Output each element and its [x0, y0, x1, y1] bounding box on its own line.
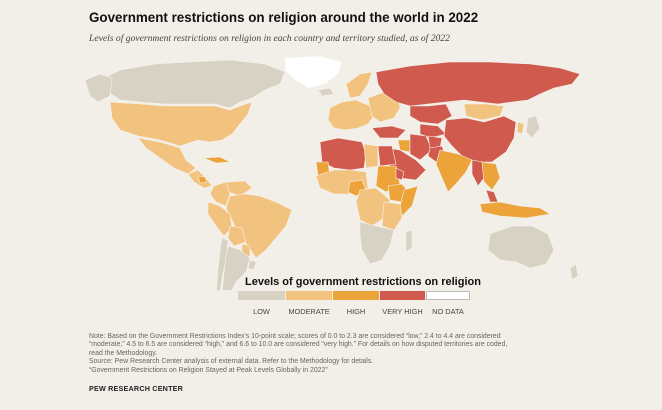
region-norway [345, 71, 373, 99]
region-east-africa [381, 201, 403, 231]
chart-title: Government restrictions on religion arou… [89, 10, 479, 25]
region-brazil [225, 193, 293, 259]
region-turkey [371, 125, 407, 139]
region-uruguay [247, 259, 257, 271]
region-southeast-asia [481, 161, 501, 191]
world-map [84, 55, 581, 290]
legend-label-moderate: MODERATE [288, 307, 330, 316]
source-line: Source: Pew Research Center analysis of … [89, 358, 374, 366]
region-southern-africa [359, 221, 395, 265]
legend-swatch-no-data [426, 291, 470, 300]
region-madagascar [405, 229, 413, 253]
legend-swatch-low [238, 291, 285, 300]
region-somalia [399, 185, 419, 217]
region-china [443, 115, 517, 163]
footnote-line: “moderate,” 4.5 to 6.5 are considered “h… [89, 341, 508, 349]
region-nicaragua [197, 175, 208, 184]
legend-swatch-moderate [286, 291, 332, 300]
legend-swatch-very-high [380, 291, 425, 300]
region-japan [525, 115, 541, 139]
region-new-zealand [569, 263, 579, 281]
region-korea [516, 121, 525, 135]
region-chile [216, 237, 229, 290]
region-greenland [284, 55, 343, 89]
region-central-africa [355, 187, 391, 227]
region-kazakhstan [409, 103, 453, 125]
region-iceland [317, 87, 335, 97]
region-indonesia [479, 201, 551, 219]
region-india [435, 149, 473, 193]
region-russia [375, 61, 581, 107]
region-argentina [222, 245, 251, 290]
region-egypt [377, 145, 397, 167]
region-colombia [209, 181, 231, 207]
legend-title: Levels of government restrictions on rel… [245, 276, 481, 288]
region-mongolia [463, 103, 505, 121]
region-malaysia [485, 189, 499, 203]
footnote-line: Note: Based on the Government Restrictio… [89, 333, 501, 340]
region-eritrea [395, 167, 405, 181]
region-canada [99, 59, 286, 109]
region-iran [409, 133, 433, 161]
chart-subtitle: Levels of government restrictions on rel… [89, 33, 450, 44]
legend-label-very-high: VERY HIGH [382, 307, 423, 316]
region-libya [363, 143, 379, 169]
publisher-logo: PEW RESEARCH CENTER [89, 384, 184, 393]
region-peru [207, 201, 233, 237]
legend-label-no-data: NO DATA [432, 307, 464, 316]
region-myanmar [471, 159, 485, 187]
region-central-asia [419, 123, 447, 139]
region-australia [487, 225, 555, 269]
legend-swatch-high [333, 291, 379, 300]
legend-label-low: LOW [253, 307, 270, 316]
region-western-europe [327, 99, 375, 131]
report-title-line: “Government Restrictions on Religion Sta… [89, 366, 328, 374]
region-alaska [84, 73, 113, 103]
region-united-states [109, 101, 253, 147]
region-cuba [203, 156, 232, 164]
legend-label-high: HIGH [346, 307, 366, 316]
region-bolivia [227, 225, 247, 247]
region-mexico [137, 137, 197, 175]
footnote-line: read the Methodology. [89, 349, 158, 357]
footnote: Note: Based on the Government Restrictio… [89, 333, 649, 375]
